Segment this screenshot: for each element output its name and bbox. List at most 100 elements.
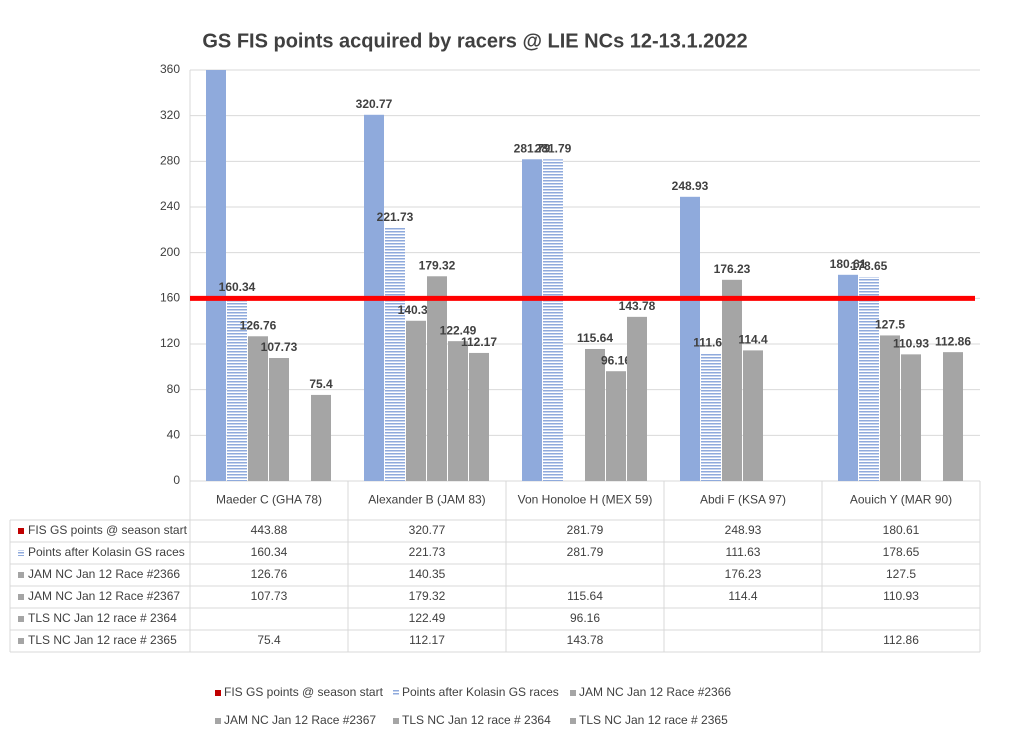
- x-tick-label: Aouich Y (MAR 90): [850, 493, 952, 507]
- data-label: 107.73: [261, 340, 298, 354]
- table-row-label: JAM NC Jan 12 Race #2366: [28, 567, 180, 581]
- table-row-label: TLS NC Jan 12 race # 2364: [28, 611, 177, 625]
- data-label: 115.64: [577, 331, 613, 345]
- legend-swatch: [570, 718, 576, 724]
- bar: [406, 320, 426, 481]
- data-label: 281.79: [535, 141, 572, 155]
- data-label: 114.4: [738, 333, 768, 347]
- y-tick-label: 200: [160, 245, 180, 259]
- bar: [627, 316, 647, 481]
- x-tick-label: Maeder C (GHA 78): [216, 493, 322, 507]
- chart-title: GS FIS points acquired by racers @ LIE N…: [202, 30, 747, 52]
- bar: [859, 277, 879, 481]
- bar: [606, 371, 626, 481]
- legend-swatch: [18, 616, 24, 622]
- data-label: 176.23: [714, 262, 751, 276]
- table-row-label: FIS GS points @ season start: [28, 523, 188, 537]
- bar: [722, 279, 742, 481]
- x-tick-label: Abdi F (KSA 97): [700, 493, 786, 507]
- data-label: 180.61: [830, 257, 867, 271]
- bar: [269, 358, 289, 481]
- table-row-label: JAM NC Jan 12 Race #2367: [28, 589, 180, 603]
- bar: [385, 227, 405, 481]
- bar: [427, 276, 447, 481]
- legend-swatch: [18, 528, 24, 534]
- table-cell: 160.34: [251, 545, 288, 559]
- data-label: 281.79: [514, 141, 551, 155]
- bar: [311, 394, 331, 481]
- legend-swatch: [393, 718, 399, 724]
- bar: [901, 354, 921, 481]
- y-tick-label: 40: [167, 428, 181, 442]
- y-tick-label: 360: [160, 62, 180, 76]
- data-label: 111.63: [693, 336, 729, 350]
- data-label: 127.5: [875, 318, 905, 332]
- bar: [227, 297, 247, 481]
- table-cell: 178.65: [883, 545, 920, 559]
- data-label: 179.32: [419, 258, 456, 272]
- table-cell: 107.73: [251, 589, 288, 603]
- bar: [880, 335, 900, 481]
- data-label: 143.78: [619, 299, 656, 313]
- data-label: 112.86: [935, 334, 971, 348]
- table-row-label: Points after Kolasin GS races: [28, 545, 185, 559]
- table-cell: 180.61: [883, 523, 920, 537]
- table-cell: 96.16: [570, 611, 600, 625]
- data-label: 160.34: [219, 280, 256, 294]
- table-cell: 127.5: [886, 567, 916, 581]
- legend-label: TLS NC Jan 12 race # 2365: [579, 713, 728, 727]
- data-label: 140.35: [398, 303, 435, 317]
- data-label: 75.4: [309, 377, 333, 391]
- legend-swatch: [18, 638, 24, 644]
- y-tick-label: 160: [160, 291, 180, 305]
- legend-label: TLS NC Jan 12 race # 2364: [402, 713, 551, 727]
- legend-swatch: [570, 690, 576, 696]
- table-row-label: TLS NC Jan 12 race # 2365: [28, 633, 177, 647]
- y-tick-label: 280: [160, 154, 180, 168]
- table-cell: 176.23: [725, 567, 762, 581]
- table-cell: 115.64: [567, 589, 603, 603]
- y-tick-label: 0: [173, 473, 180, 487]
- legend-swatch: [18, 594, 24, 600]
- table-cell: 281.79: [567, 545, 604, 559]
- table-cell: 111.63: [726, 545, 761, 559]
- legend-swatch: [215, 718, 221, 724]
- bar: [448, 341, 468, 481]
- table-cell: 112.17: [409, 633, 445, 647]
- table-cell: 443.88: [251, 523, 288, 537]
- table-cell: 281.79: [567, 523, 604, 537]
- y-tick-label: 240: [160, 199, 180, 213]
- bar: [522, 159, 542, 482]
- bar: [701, 353, 721, 481]
- bar: [943, 352, 963, 481]
- legend-swatch: [18, 550, 24, 556]
- data-label: 110.93: [893, 337, 929, 351]
- table-cell: 179.32: [409, 589, 446, 603]
- table-cell: 248.93: [725, 523, 762, 537]
- table-cell: 126.76: [251, 567, 288, 581]
- legend-label: JAM NC Jan 12 Race #2366: [579, 685, 731, 699]
- data-label: 320.77: [356, 97, 393, 111]
- x-tick-label: Alexander B (JAM 83): [368, 493, 485, 507]
- bar: [585, 348, 605, 481]
- table-cell: 75.4: [257, 633, 281, 647]
- legend-label: JAM NC Jan 12 Race #2367: [224, 713, 376, 727]
- bar: [543, 159, 563, 482]
- legend-swatch: [18, 572, 24, 578]
- table-cell: 140.35: [409, 567, 446, 581]
- bar: [680, 196, 700, 481]
- bar: [469, 352, 489, 481]
- data-label: 96.16: [601, 353, 631, 367]
- bar: [248, 336, 268, 481]
- table-cell: 114.4: [728, 589, 757, 603]
- bar: [743, 350, 763, 481]
- table-cell: 112.86: [883, 633, 919, 647]
- table-cell: 122.49: [409, 611, 446, 625]
- data-label: 248.93: [672, 179, 709, 193]
- table-cell: 320.77: [409, 523, 446, 537]
- data-label: 221.73: [377, 210, 414, 224]
- y-tick-label: 80: [167, 382, 181, 396]
- x-tick-label: Von Honoloe H (MEX 59): [518, 493, 653, 507]
- y-tick-label: 120: [160, 336, 180, 350]
